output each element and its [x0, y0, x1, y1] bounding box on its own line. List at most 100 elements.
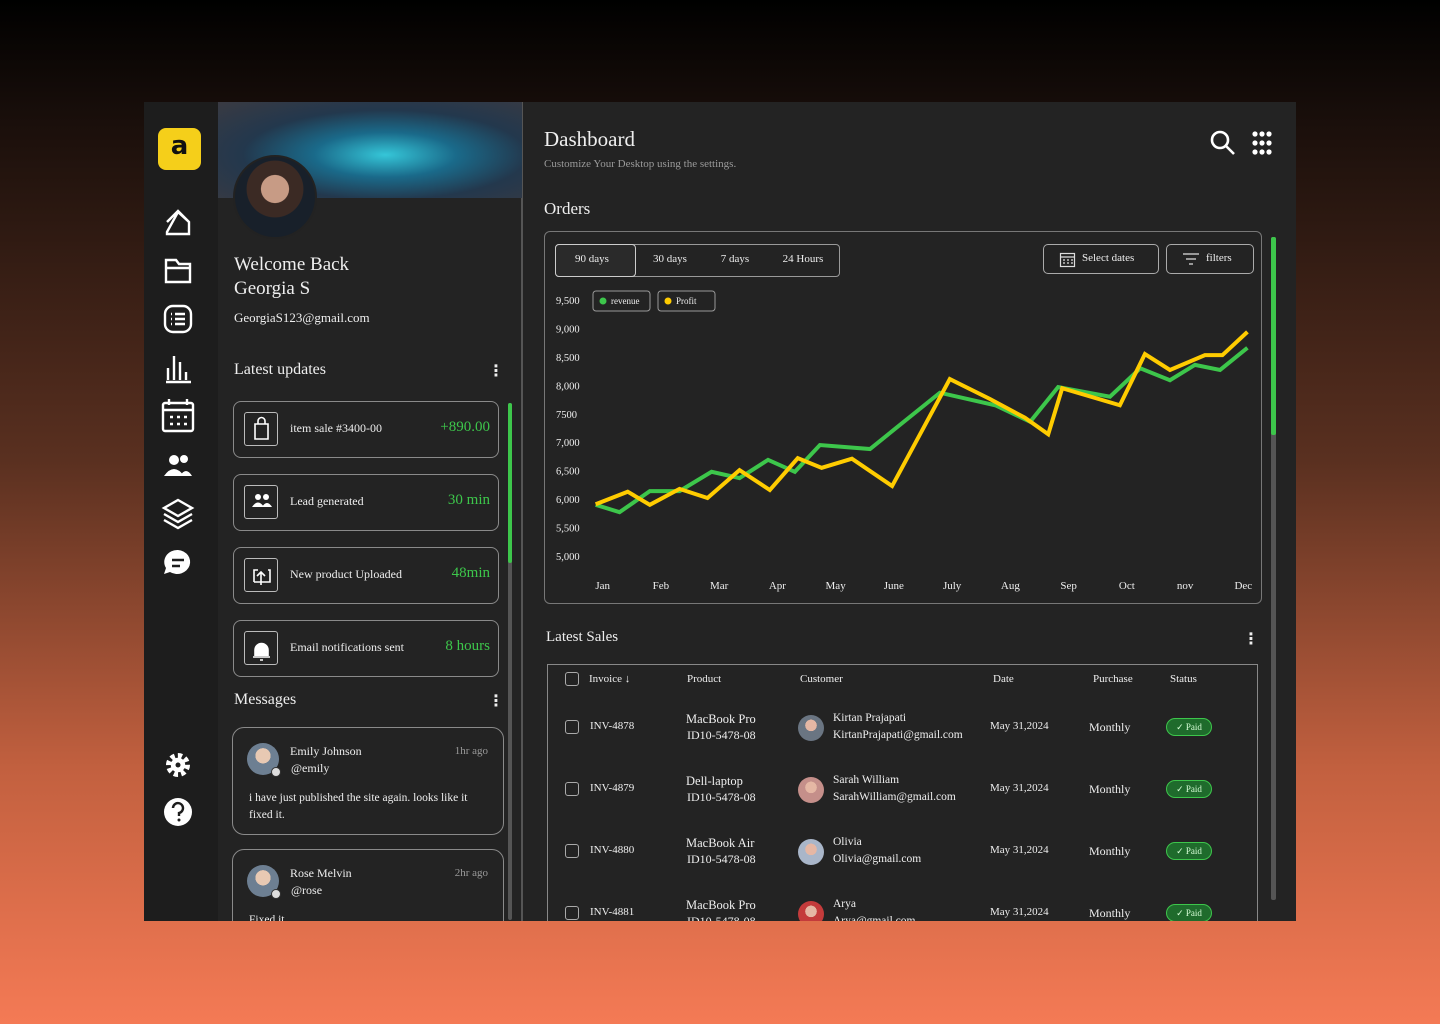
user-name: Georgia S [234, 278, 311, 299]
message-card[interactable] [232, 727, 504, 835]
range-tab-active [555, 244, 636, 277]
update-value: +890.00 [440, 419, 490, 435]
update-label: item sale #3400-00 [290, 421, 382, 435]
row-checkbox[interactable] [565, 782, 579, 796]
message-card[interactable] [232, 849, 504, 921]
panel-scrollbar[interactable] [508, 403, 512, 920]
update-icon [244, 485, 278, 519]
message-handle: @rose [291, 883, 323, 897]
update-icon [244, 412, 278, 446]
row-checkbox[interactable] [565, 844, 579, 858]
header-checkbox[interactable] [565, 672, 579, 686]
update-card[interactable] [233, 474, 499, 531]
column-header: Status [1170, 673, 1197, 685]
apps-icon[interactable] [1252, 131, 1272, 155]
product: MacBook Pro [686, 898, 756, 912]
product-id: ID10-5478-08 [687, 790, 756, 804]
status: ✓ Paid [1166, 780, 1212, 798]
app-frame: a Welcome Back Georgia S GeorgiaS123@gma… [144, 102, 1296, 921]
purchase: Monthly [1089, 720, 1131, 734]
product: Dell-laptop [686, 774, 743, 788]
online-dot [271, 889, 281, 899]
update-card[interactable] [233, 401, 499, 458]
nav-layers[interactable] [161, 498, 195, 530]
calendar-icon [1059, 252, 1076, 268]
product-id: ID10-5478-08 [687, 728, 756, 742]
status: ✓ Paid [1166, 842, 1212, 860]
customer-avatar [798, 839, 824, 865]
message-text: i have just published the site again. lo… [249, 792, 468, 821]
update-card[interactable] [233, 620, 499, 677]
product: MacBook Pro [686, 712, 756, 726]
invoice: INV-4880 [590, 844, 635, 856]
customer-email: Arya@gmail.com [833, 915, 916, 921]
update-icon [244, 558, 278, 592]
update-label: Email notifications sent [290, 640, 404, 654]
nav-home[interactable] [165, 209, 191, 236]
message-handle: @emily [291, 761, 330, 775]
status-label: Paid [1185, 722, 1202, 732]
sales-title: Latest Sales [546, 629, 619, 645]
profile-avatar[interactable] [233, 155, 317, 239]
main-scroll-thumb[interactable] [1271, 237, 1276, 435]
row-checkbox[interactable] [565, 720, 579, 734]
nav-calendar[interactable] [161, 401, 195, 433]
update-label: Lead generated [290, 494, 364, 508]
nav-chat[interactable] [164, 549, 191, 574]
range-tab[interactable]: 30 days [653, 253, 687, 265]
customer-name: Sarah William [833, 774, 900, 786]
customer-avatar [798, 901, 824, 921]
nav-icons [161, 209, 195, 826]
purchase: Monthly [1089, 844, 1131, 858]
panel-scroll-thumb[interactable] [508, 403, 512, 563]
filter-icon [1183, 253, 1199, 265]
column-header: Invoice ↓ [589, 673, 631, 685]
row-checkbox[interactable] [565, 906, 579, 920]
updates-menu[interactable]: ⋮ [488, 361, 504, 380]
invoice: INV-4881 [590, 906, 635, 918]
messages-title: Messages [234, 691, 297, 708]
search-icon[interactable] [1210, 130, 1235, 155]
invoice: INV-4879 [590, 782, 635, 794]
update-value: 48min [451, 565, 490, 581]
customer-name: Olivia [833, 836, 862, 848]
chart-card [544, 231, 1262, 604]
invoice: INV-4878 [590, 720, 635, 732]
purchase: Monthly [1089, 782, 1131, 796]
column-header: Purchase [1093, 673, 1133, 685]
filters-button[interactable] [1166, 244, 1254, 274]
product-id: ID10-5478-08 [687, 852, 756, 866]
customer-email: Olivia@gmail.com [833, 853, 922, 865]
range-tab[interactable]: 7 days [720, 253, 750, 265]
customer-name: Arya [833, 898, 856, 910]
product-id: ID10-5478-08 [687, 914, 756, 921]
sales-menu[interactable]: ⋮ [1243, 629, 1259, 648]
select-dates-button[interactable] [1043, 244, 1159, 274]
logo[interactable]: a [158, 128, 201, 170]
nav-people[interactable] [164, 455, 192, 476]
customer-email: SarahWilliam@gmail.com [833, 791, 956, 803]
greeting: Welcome Back [234, 254, 350, 275]
range-tab[interactable]: 90 days [575, 253, 609, 265]
online-dot [271, 767, 281, 777]
range-tab[interactable]: 24 Hours [782, 253, 824, 265]
nav-list[interactable] [163, 304, 193, 334]
nav-settings[interactable] [166, 753, 190, 777]
messages-menu[interactable]: ⋮ [488, 691, 504, 710]
nav-calendar-grid [163, 399, 193, 426]
update-card[interactable] [233, 547, 499, 604]
date: May 31,2024 [990, 720, 1049, 732]
update-value: 30 min [447, 492, 490, 508]
select-dates-label: Select dates [1082, 252, 1135, 264]
page-title: Dashboard [544, 127, 635, 151]
main-scrollbar[interactable] [1271, 237, 1276, 900]
update-icon [244, 631, 278, 665]
sales-table [547, 664, 1258, 921]
message-time: 2hr ago [454, 867, 488, 879]
message-name: Rose Melvin [290, 866, 352, 880]
nav-stats[interactable] [166, 356, 191, 384]
status: ✓ Paid [1166, 904, 1212, 921]
nav-folder[interactable] [164, 258, 192, 284]
date: May 31,2024 [990, 906, 1049, 918]
nav-help[interactable] [164, 798, 192, 826]
